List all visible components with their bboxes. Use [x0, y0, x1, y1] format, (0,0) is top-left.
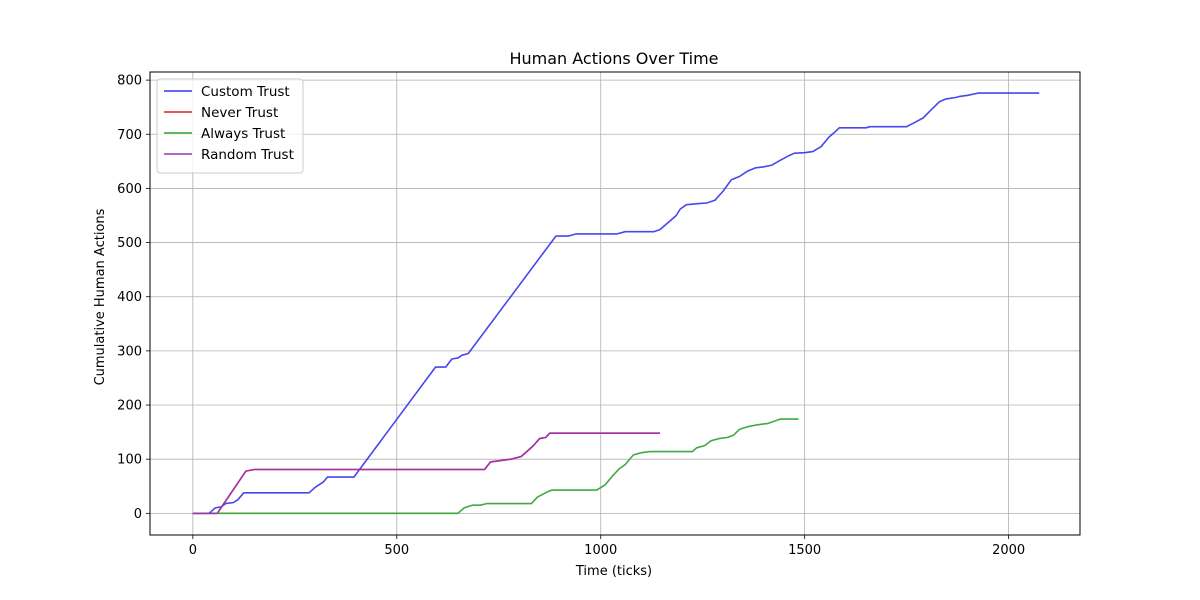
series-line-always-trust [192, 418, 799, 515]
y-tick-label: 700 [117, 128, 142, 143]
y-tick-label: 0 [134, 507, 142, 522]
y-tick-label: 200 [117, 399, 142, 414]
legend: Custom Trust Never Trust Always Trust Rando… [156, 78, 304, 174]
plot-area-frame [149, 71, 1081, 536]
y-tick-label: 100 [117, 453, 142, 468]
x-tick-label: 500 [384, 543, 409, 558]
y-tick-label: 500 [117, 236, 142, 251]
y-tick-label: 600 [117, 182, 142, 197]
y-axis-ticks: 0 100 200 300 400 500 600 700 800 [117, 74, 150, 522]
legend-label: Custom Trust [201, 84, 290, 100]
x-tick-label: 1000 [584, 543, 617, 558]
x-tick-label: 0 [189, 543, 197, 558]
legend-box [156, 78, 304, 174]
y-tick-label: 400 [117, 290, 142, 305]
series-line-random-trust [192, 432, 660, 515]
x-axis-label: Time (ticks) [575, 564, 652, 579]
x-axis-ticks: 0 500 1000 1500 2000 [189, 535, 1025, 558]
y-tick-label: 300 [117, 344, 142, 359]
y-axis-label: Cumulative Human Actions [93, 208, 108, 385]
y-tick-label: 800 [117, 74, 142, 89]
series-line-custom-trust [192, 92, 1040, 515]
series-lines [192, 92, 1040, 515]
grid-lines [150, 72, 1080, 535]
chart-title: Human Actions Over Time [509, 49, 718, 68]
x-tick-label: 1500 [788, 543, 821, 558]
legend-label: Always Trust [201, 126, 285, 142]
legend-label: Never Trust [201, 105, 278, 121]
x-tick-label: 2000 [992, 543, 1025, 558]
legend-label: Random Trust [201, 147, 294, 163]
